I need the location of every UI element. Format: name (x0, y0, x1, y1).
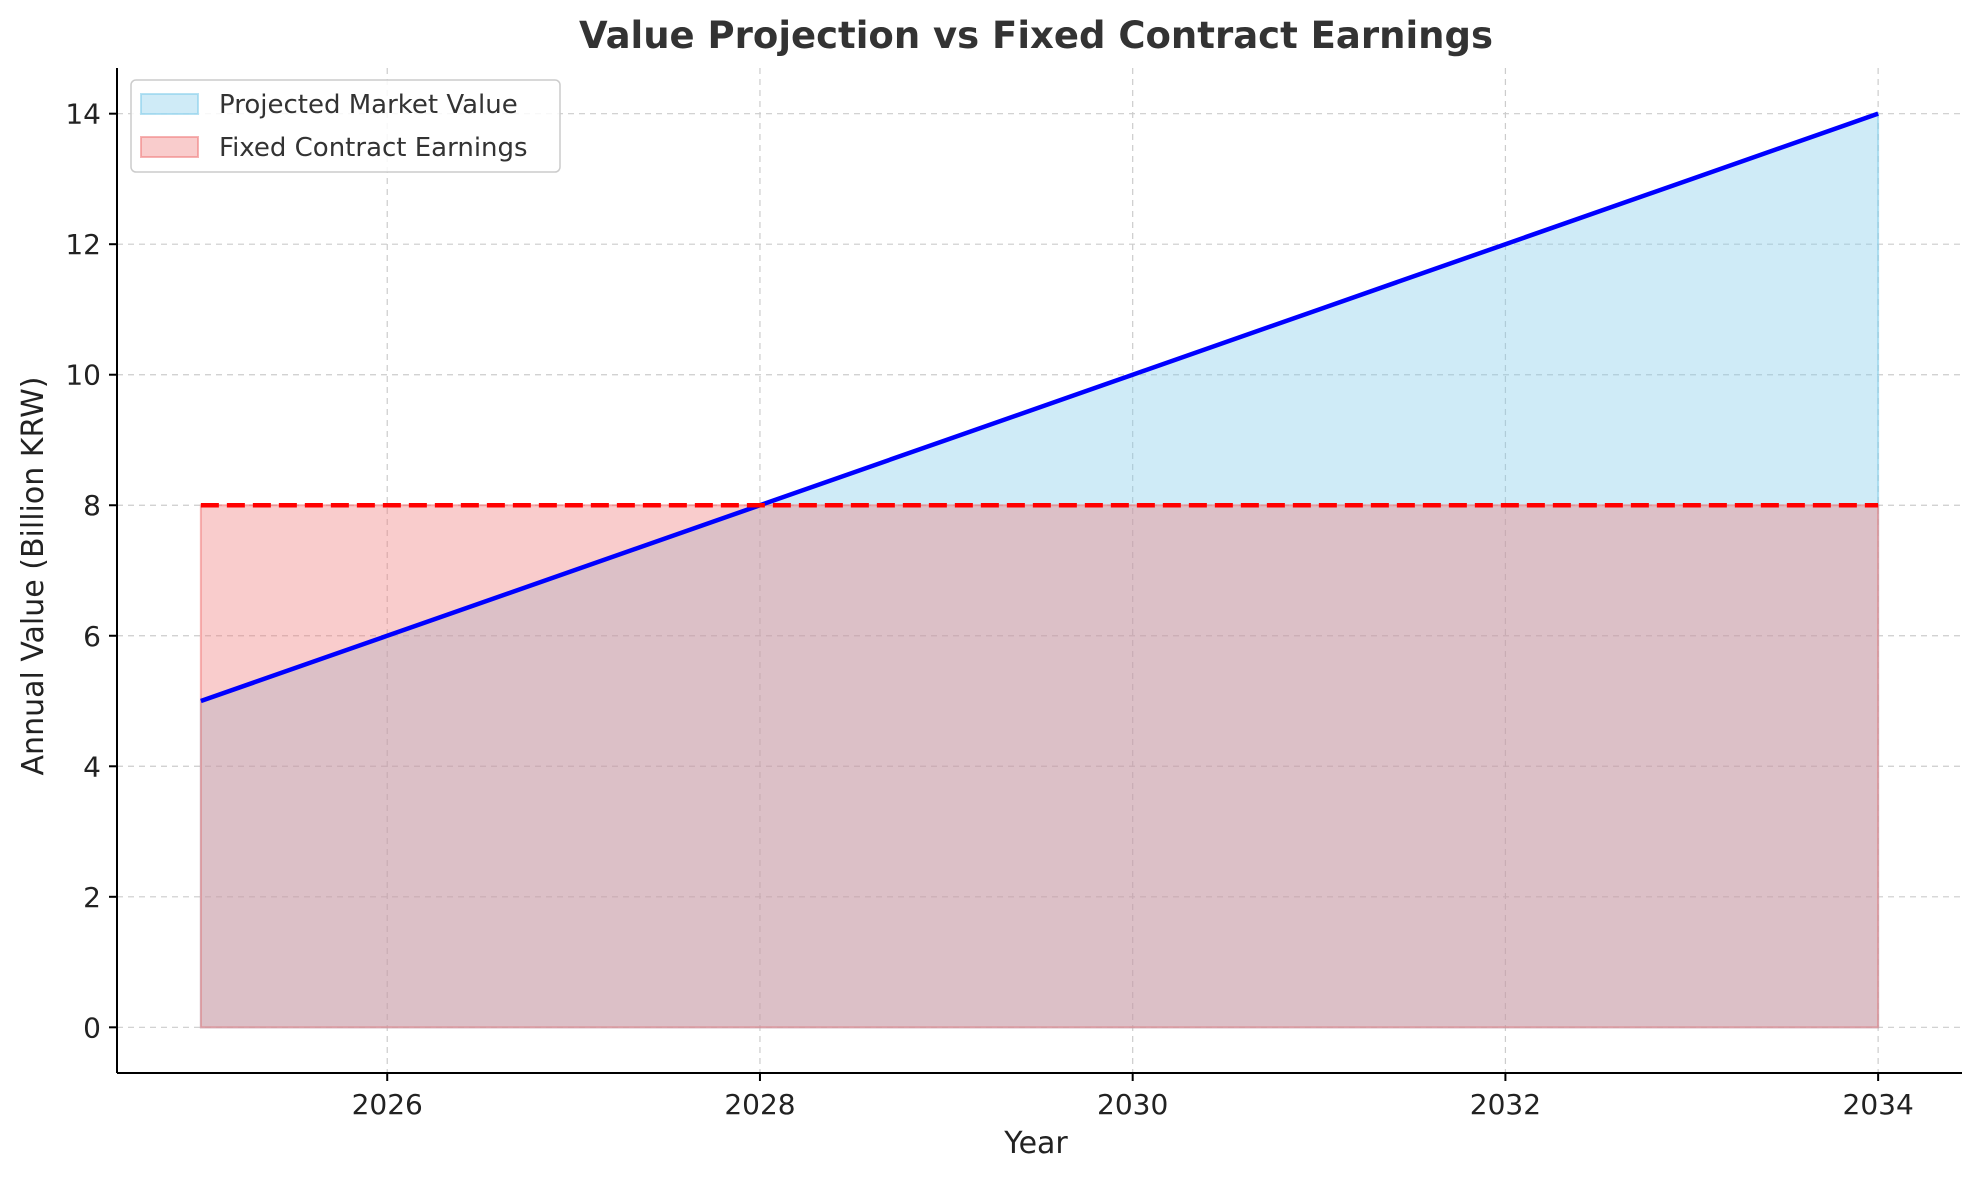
y-axis-label: Annual Value (Billion KRW) (16, 377, 51, 776)
y-tick-label: 8 (83, 489, 101, 522)
x-tick-label: 2032 (1470, 1088, 1541, 1121)
x-tick-label: 2028 (724, 1088, 795, 1121)
chart-title: Value Projection vs Fixed Contract Earni… (579, 14, 1493, 57)
legend-box (130, 79, 561, 173)
tick-labels: 2026 2028 2030 2032 2034 0 2 4 6 8 10 12 14 (65, 98, 1913, 1121)
y-tick-label: 0 (83, 1011, 101, 1044)
area-fill-series-2 (199, 504, 1880, 1029)
x-tick-label: 2034 (1843, 1088, 1914, 1121)
series-line-1 (200, 111, 1879, 704)
legend-label-1: Projected Market Value (219, 90, 518, 120)
y-tick-label: 2 (83, 881, 101, 914)
area-fills (199, 112, 1880, 1029)
y-tick-label: 6 (83, 620, 101, 653)
x-axis-label: Year (1003, 1126, 1068, 1161)
y-tick-label: 10 (65, 359, 101, 392)
x-tick-label: 2026 (352, 1088, 423, 1121)
legend: Projected Market Value Fixed Contract Ear… (130, 79, 561, 173)
x-tick-label: 2030 (1097, 1088, 1168, 1121)
y-tick-label: 12 (65, 228, 101, 261)
legend-swatch-2 (140, 136, 199, 158)
axes (109, 68, 1962, 1081)
y-tick-label: 14 (65, 98, 101, 131)
series-lines (200, 111, 1879, 704)
legend-label-2: Fixed Contract Earnings (219, 133, 528, 163)
y-tick-label: 4 (83, 750, 101, 783)
legend-swatch-1 (140, 93, 199, 115)
